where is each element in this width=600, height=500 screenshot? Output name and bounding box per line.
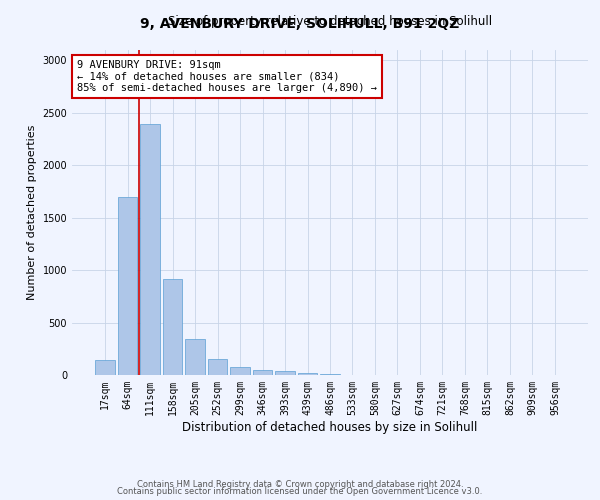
- X-axis label: Distribution of detached houses by size in Solihull: Distribution of detached houses by size …: [182, 420, 478, 434]
- Text: Contains HM Land Registry data © Crown copyright and database right 2024.: Contains HM Land Registry data © Crown c…: [137, 480, 463, 489]
- Bar: [185, 340, 205, 375]
- Bar: [118, 197, 137, 375]
- Bar: [230, 366, 250, 375]
- Text: 9, AVENBURY DRIVE, SOLIHULL, B91 2QZ: 9, AVENBURY DRIVE, SOLIHULL, B91 2QZ: [140, 18, 460, 32]
- Y-axis label: Number of detached properties: Number of detached properties: [27, 125, 37, 300]
- Bar: [208, 359, 227, 375]
- Title: Size of property relative to detached houses in Solihull: Size of property relative to detached ho…: [168, 15, 492, 28]
- Bar: [275, 371, 295, 375]
- Bar: [320, 374, 340, 375]
- Bar: [140, 124, 160, 375]
- Bar: [95, 360, 115, 375]
- Bar: [253, 370, 272, 375]
- Text: 9 AVENBURY DRIVE: 91sqm
← 14% of detached houses are smaller (834)
85% of semi-d: 9 AVENBURY DRIVE: 91sqm ← 14% of detache…: [77, 60, 377, 93]
- Bar: [163, 278, 182, 375]
- Text: Contains public sector information licensed under the Open Government Licence v3: Contains public sector information licen…: [118, 487, 482, 496]
- Bar: [298, 373, 317, 375]
